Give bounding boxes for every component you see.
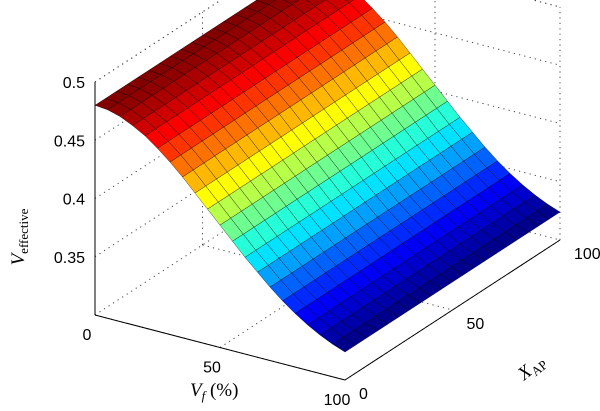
x-tick-label-0: 0	[83, 327, 92, 344]
surface-layer	[94, 0, 561, 353]
y-tick-label-2: 100	[574, 246, 600, 263]
surface-cell-19-0	[332, 336, 357, 353]
z-axis-label-sub: effective	[16, 208, 31, 253]
x-axis-label-suffix: (%)	[205, 380, 238, 401]
y-axis-label: XAP	[513, 351, 550, 387]
x-axis-line	[94, 314, 346, 381]
x-axis-label-sub: f	[202, 388, 208, 403]
x-axis-label: Vf (%)	[190, 380, 238, 403]
z-tick-label-0: 0.35	[54, 250, 85, 267]
z-axis-label: Veffective	[8, 208, 31, 265]
z-axis-label-main: V	[8, 251, 29, 265]
z-tick-label-3: 0.5	[63, 75, 85, 92]
x-tick-label-1: 50	[203, 360, 221, 377]
x-tick-label-2: 100	[324, 392, 351, 409]
z-tick-label-2: 0.45	[54, 133, 85, 150]
y-tick-label-1: 50	[467, 316, 485, 333]
y-axis-line	[344, 239, 561, 381]
axes-layer	[94, 82, 561, 381]
surface-cell-3-19	[345, 0, 354, 4]
y-tick-label-0: 0	[359, 386, 368, 403]
z-tick-label-1: 0.4	[63, 192, 85, 209]
x-axis-label-main: V	[190, 380, 204, 401]
tick-labels: 0.35 0.4 0.45 0.5 0 50 100 0 50 100	[54, 75, 600, 409]
